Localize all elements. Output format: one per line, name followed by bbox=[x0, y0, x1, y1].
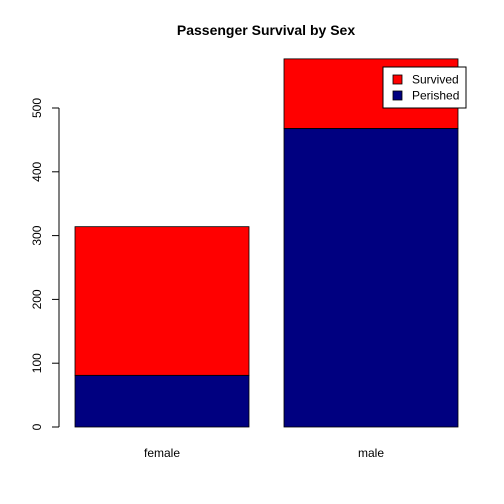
y-axis: 0 100 200 300 400 500 bbox=[30, 98, 60, 430]
y-tick-label: 300 bbox=[30, 225, 44, 245]
chart-title: Passenger Survival by Sex bbox=[177, 22, 355, 38]
bar-male-perished bbox=[283, 128, 459, 428]
x-category-label: male bbox=[358, 446, 384, 460]
x-axis-labels: female male bbox=[144, 446, 384, 460]
legend-label: Perished bbox=[412, 89, 459, 103]
legend-box bbox=[382, 66, 467, 109]
legend: Survived Perished bbox=[382, 66, 467, 109]
y-tick-label: 400 bbox=[30, 161, 44, 181]
legend-label: Survived bbox=[412, 73, 459, 87]
y-tick-label: 0 bbox=[30, 423, 44, 430]
bar-female-perished bbox=[74, 374, 250, 428]
y-tick-label: 200 bbox=[30, 289, 44, 309]
legend-swatch bbox=[392, 90, 403, 101]
y-tick-label: 500 bbox=[30, 98, 44, 118]
bars bbox=[74, 58, 459, 428]
bar-female-survived bbox=[74, 226, 250, 376]
legend-swatch bbox=[392, 74, 403, 85]
x-category-label: female bbox=[144, 446, 180, 460]
y-tick-label: 100 bbox=[30, 353, 44, 373]
